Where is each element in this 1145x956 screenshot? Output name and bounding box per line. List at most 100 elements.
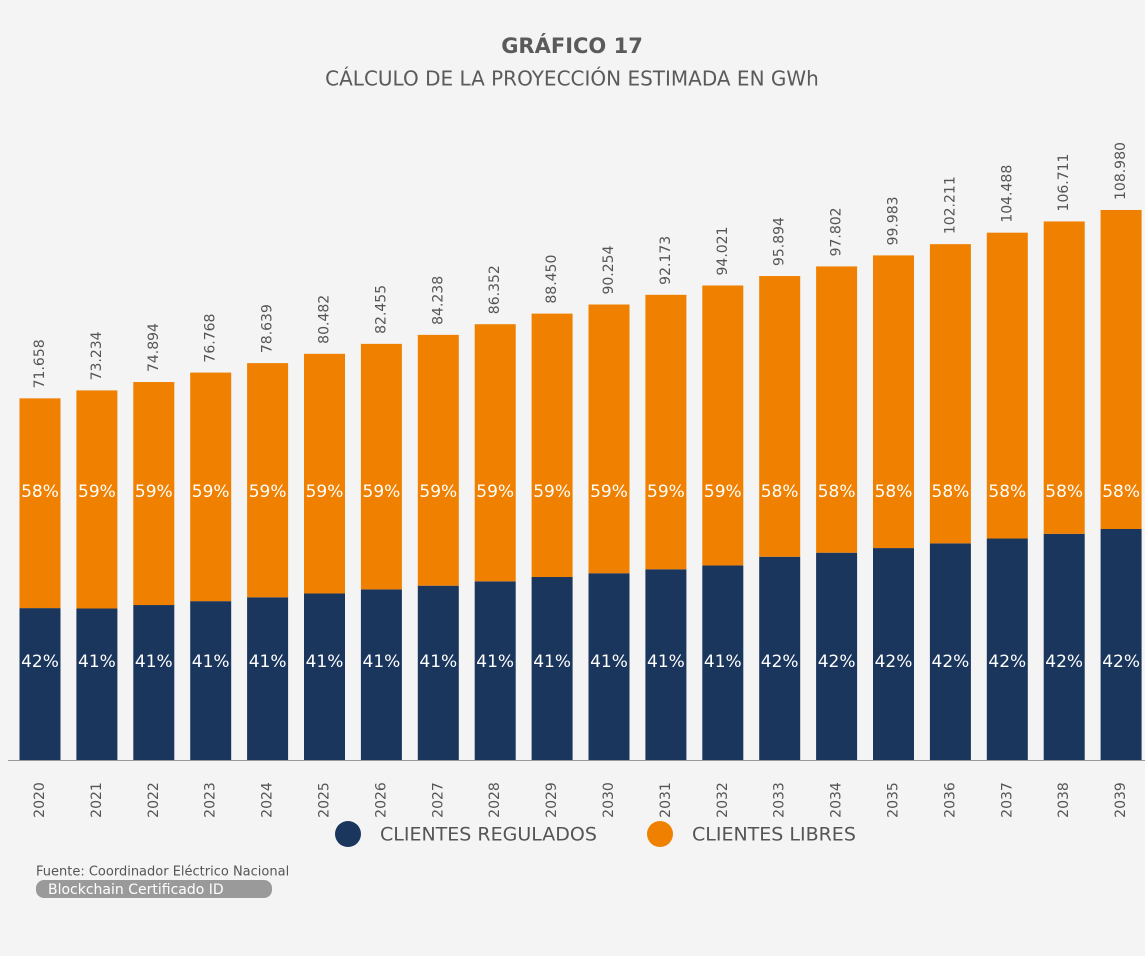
segment-label: 42% (988, 652, 1026, 672)
segment-label: 59% (533, 482, 571, 502)
x-tick-label: 2028 (487, 782, 503, 818)
segment-label: 58% (761, 482, 799, 502)
segment-label: 41% (363, 652, 401, 672)
total-label: 88.450 (544, 255, 560, 304)
segment-label: 41% (419, 652, 457, 672)
segment-label: 58% (988, 482, 1026, 502)
bar-segment (417, 585, 459, 760)
segment-label: 59% (419, 482, 457, 502)
bar-segment (247, 363, 289, 598)
segment-label: 58% (1102, 482, 1140, 502)
total-label: 92.173 (658, 236, 674, 285)
x-tick-label: 2021 (89, 782, 105, 818)
bar-segment (645, 294, 687, 570)
bar-segment (645, 569, 687, 760)
segment-label: 59% (647, 482, 685, 502)
bar-segment (1100, 529, 1142, 760)
x-tick-label: 2035 (886, 782, 902, 818)
x-tick-label: 2039 (1113, 782, 1129, 818)
bar-segment (133, 382, 175, 606)
segment-label: 41% (647, 652, 685, 672)
x-tick-label: 2032 (715, 782, 731, 818)
segment-label: 42% (932, 652, 970, 672)
x-tick-label: 2038 (1056, 782, 1072, 818)
bar-segment (133, 605, 175, 760)
x-tick-label: 2034 (829, 782, 845, 818)
bar-segment (816, 266, 858, 553)
source: Fuente: Coordinador Eléctrico Nacional (36, 865, 289, 880)
segment-label: 42% (1045, 652, 1083, 672)
bar-segment (873, 548, 914, 760)
legend-swatch (647, 821, 673, 847)
total-label: 78.639 (260, 304, 276, 353)
x-tick-label: 2027 (430, 782, 446, 818)
segment-label: 41% (78, 652, 116, 672)
total-label: 104.488 (999, 165, 1015, 223)
segment-label: 41% (476, 652, 514, 672)
segment-label: 41% (135, 652, 173, 672)
segment-label: 41% (249, 652, 287, 672)
segment-label: 42% (21, 652, 59, 672)
segment-label: 42% (875, 652, 913, 672)
bar-segment (1043, 221, 1085, 534)
bar-segment (247, 597, 289, 760)
bar-segment (190, 372, 232, 602)
segment-label: 59% (249, 482, 287, 502)
segment-label: 41% (533, 652, 571, 672)
bar-segment (702, 565, 744, 760)
bar-segment (360, 589, 402, 760)
x-tick-label: 2023 (203, 782, 219, 818)
segment-label: 58% (932, 482, 970, 502)
legend-label: CLIENTES REGULADOS (380, 824, 597, 846)
segment-label: 41% (192, 652, 230, 672)
bar-segment (417, 334, 459, 586)
bar-segment (304, 593, 345, 760)
total-label: 94.021 (715, 226, 731, 275)
bar-segment (816, 552, 858, 760)
chart-title: GRÁFICO 17 (501, 33, 643, 58)
bar-segment (873, 255, 914, 549)
bar-segment (190, 601, 232, 760)
bar-segment (19, 608, 61, 760)
segment-label: 42% (1102, 652, 1140, 672)
bar-segment (759, 556, 801, 760)
legend-label: CLIENTES LIBRES (692, 824, 856, 846)
bar-segment (702, 285, 744, 566)
bar-segment (986, 232, 1028, 539)
x-tick-label: 2033 (772, 782, 788, 818)
segment-label: 58% (21, 482, 59, 502)
x-tick-label: 2031 (658, 782, 674, 818)
x-tick-label: 2020 (32, 782, 48, 818)
bar-segment (474, 581, 516, 760)
total-label: 90.254 (601, 245, 617, 294)
total-label: 95.894 (772, 217, 788, 266)
bar-segment (19, 398, 61, 609)
x-tick-label: 2024 (260, 782, 276, 818)
segment-label: 58% (875, 482, 913, 502)
badge: Blockchain Certificado ID (48, 882, 224, 898)
total-label: 80.482 (317, 295, 333, 344)
total-label: 84.238 (430, 276, 446, 325)
segment-label: 59% (590, 482, 628, 502)
segment-label: 59% (306, 482, 344, 502)
segment-label: 42% (818, 652, 856, 672)
segment-label: 41% (704, 652, 742, 672)
total-label: 82.455 (373, 285, 389, 334)
badge-bg (36, 880, 272, 898)
bar-segment (304, 353, 345, 594)
segment-label: 41% (590, 652, 628, 672)
segment-label: 41% (306, 652, 344, 672)
segment-label: 59% (78, 482, 116, 502)
total-label: 102.211 (942, 176, 958, 234)
chart-subtitle: CÁLCULO DE LA PROYECCIÓN ESTIMADA EN GWh (325, 67, 819, 91)
x-tick-label: 2029 (544, 782, 560, 818)
bar-segment (76, 608, 118, 760)
total-label: 108.980 (1113, 142, 1129, 200)
total-label: 99.983 (886, 196, 902, 245)
legend-swatch (335, 821, 361, 847)
bar-segment (759, 276, 801, 557)
segment-label: 59% (363, 482, 401, 502)
bar-segment (360, 343, 402, 590)
